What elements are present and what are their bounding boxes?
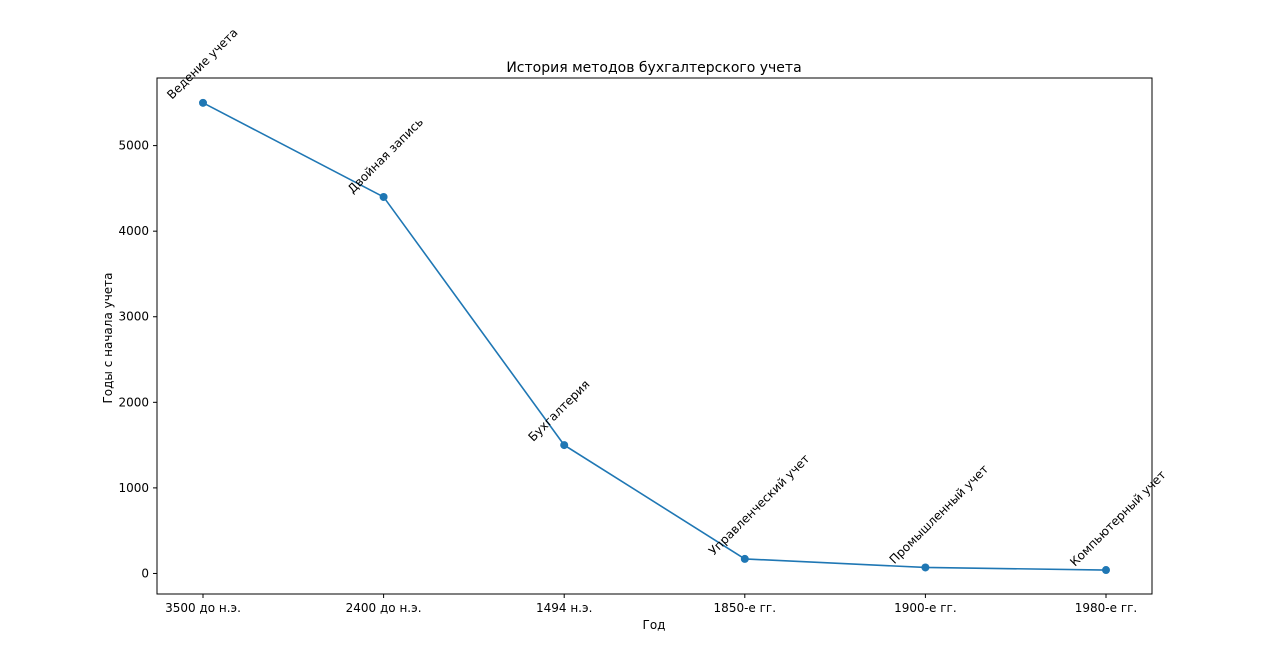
y-tick-label: 1000 — [118, 481, 149, 495]
x-tick-label: 1850-е гг. — [714, 601, 777, 615]
x-tick-label: 3500 до н.э. — [165, 601, 241, 615]
data-point — [1102, 566, 1110, 575]
data-point — [199, 98, 207, 107]
chart-title: История методов бухгалтерского учета — [506, 60, 801, 76]
y-tick-label: 5000 — [118, 139, 149, 153]
plot-frame — [156, 77, 1153, 595]
series-line — [202, 102, 1107, 571]
axis-ticks: 3500 до н.э. 2400 до н.э. 1494 н.э. 1850-е … — [118, 139, 1137, 615]
series-layer — [199, 98, 1110, 575]
y-axis-label: Годы с начала учета — [101, 272, 115, 403]
x-axis-label: Год — [643, 618, 666, 632]
x-tick-label: 1494 н.э. — [536, 601, 592, 615]
data-point — [379, 192, 388, 201]
x-tick-label: 1900-е гг. — [894, 601, 957, 615]
y-tick-label: 4000 — [118, 224, 149, 238]
data-point — [921, 563, 930, 572]
data-point — [740, 554, 749, 563]
y-tick-label: 2000 — [118, 395, 149, 409]
y-tick-label: 0 — [141, 566, 149, 580]
data-point — [560, 441, 569, 450]
y-tick-label: 3000 — [118, 310, 149, 324]
x-tick-label: 1980-е гг. — [1075, 601, 1138, 615]
x-tick-label: 2400 до н.э. — [346, 601, 422, 615]
